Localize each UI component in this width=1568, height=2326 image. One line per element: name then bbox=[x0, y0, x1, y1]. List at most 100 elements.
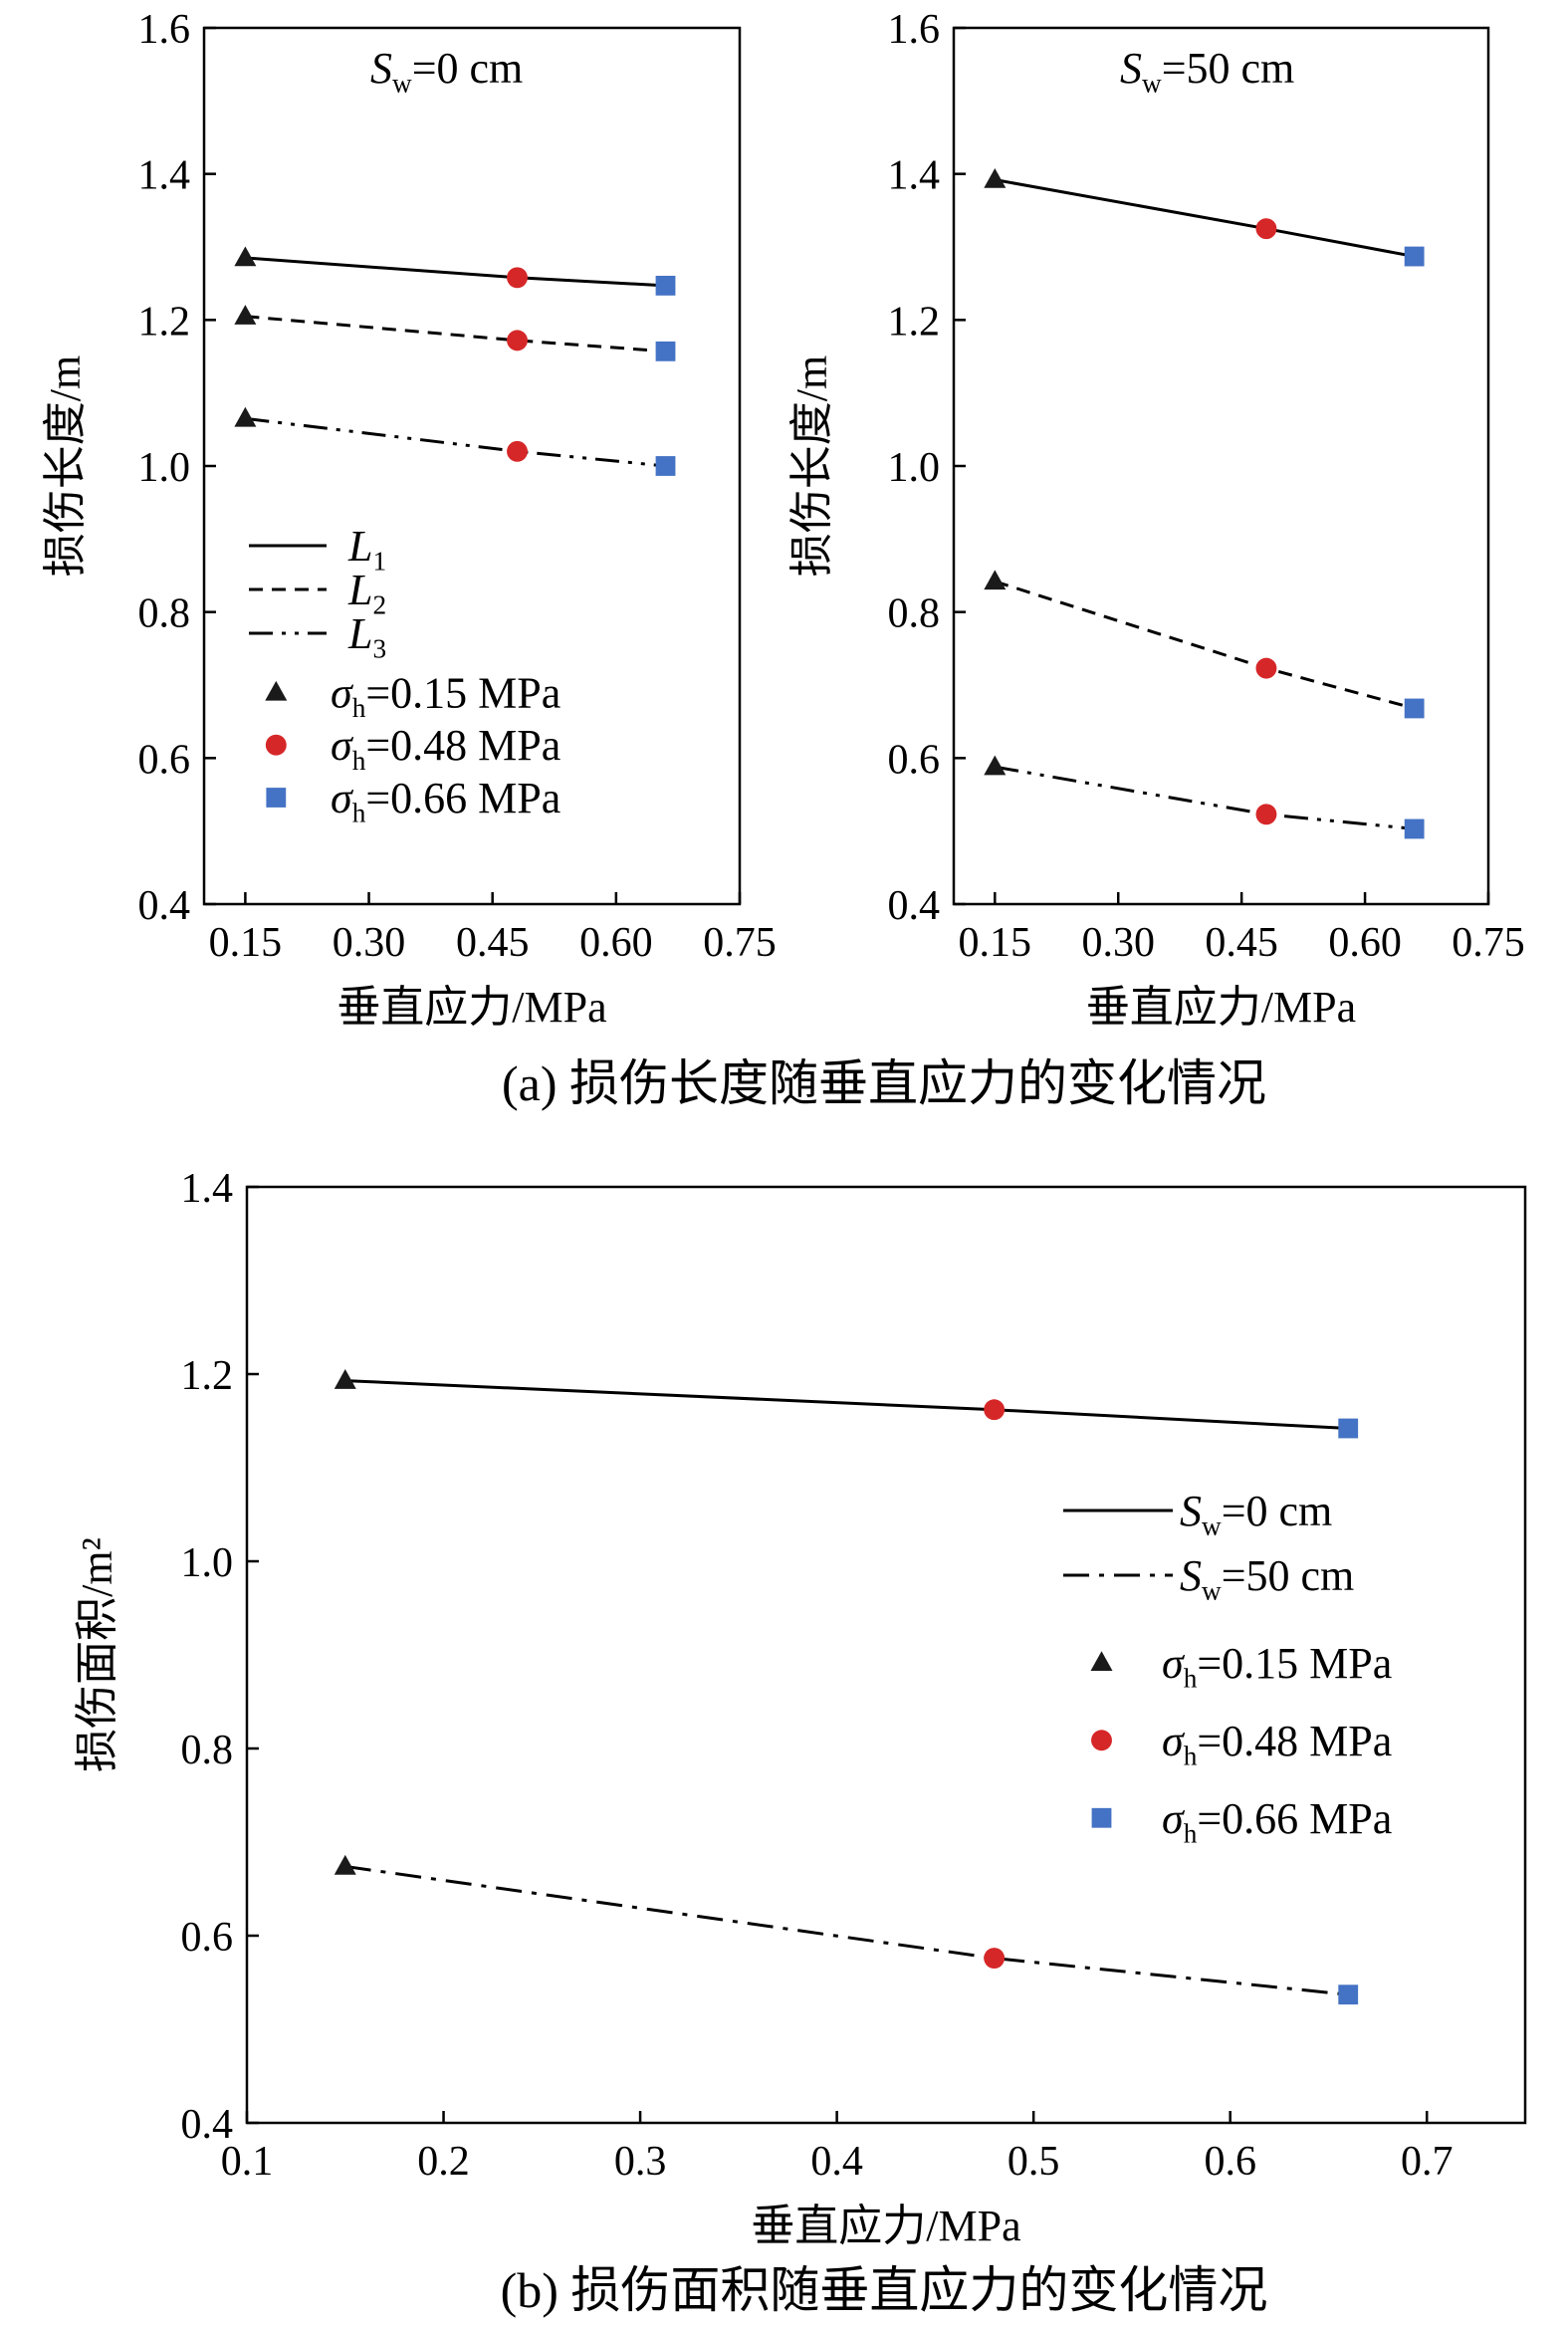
legend-marker-square bbox=[266, 788, 287, 808]
y-tick-label: 1.6 bbox=[138, 7, 191, 53]
data-point-circle bbox=[1255, 218, 1277, 240]
x-axis-label: 垂直应力/MPa bbox=[751, 2202, 1020, 2250]
legend-label: Sw=0 cm bbox=[1180, 1487, 1332, 1541]
legend-marker-label: σh=0.15 MPa bbox=[1162, 1639, 1392, 1694]
plot-frame bbox=[245, 1185, 1527, 2125]
chart-title: Sw=0 cm bbox=[370, 44, 523, 99]
caption-a: (a) 损伤长度随垂直应力的变化情况 bbox=[502, 1055, 1266, 1111]
data-point-circle bbox=[507, 330, 528, 351]
x-tick-label: 0.45 bbox=[456, 920, 530, 966]
series-line bbox=[995, 178, 1415, 259]
series-line bbox=[994, 580, 1416, 710]
x-axis-label: 垂直应力/MPa bbox=[336, 983, 606, 1032]
y-tick-label: 1.2 bbox=[181, 1353, 234, 1399]
x-axis-label: 垂直应力/MPa bbox=[1086, 983, 1356, 1032]
legend-marker-label: σh=0.48 MPa bbox=[331, 721, 560, 776]
data-point-circle bbox=[984, 1948, 1006, 1970]
legend-label: L2 bbox=[347, 566, 386, 620]
y-tick-label: 0.6 bbox=[888, 737, 941, 783]
data-point-circle bbox=[1255, 657, 1277, 679]
data-point-triangle bbox=[334, 1369, 356, 1389]
chart-title: Sw=50 cm bbox=[1120, 44, 1294, 99]
x-tick-label: 0.1 bbox=[221, 2139, 274, 2185]
data-point-triangle bbox=[234, 305, 257, 325]
y-tick-label: 1.0 bbox=[138, 445, 191, 491]
x-tick-label: 0.30 bbox=[333, 920, 406, 966]
y-tick-label: 0.8 bbox=[138, 591, 191, 637]
y-tick-label: 1.0 bbox=[888, 445, 941, 491]
legend-marker-triangle bbox=[265, 680, 288, 701]
y-tick-label: 1.2 bbox=[888, 299, 941, 345]
data-point-square bbox=[1338, 1418, 1359, 1439]
data-point-circle bbox=[507, 267, 528, 289]
legend-marker-label: σh=0.48 MPa bbox=[1162, 1717, 1392, 1771]
y-tick-label: 1.4 bbox=[181, 1166, 234, 1212]
x-tick-label: 0.2 bbox=[417, 2139, 470, 2185]
series-line bbox=[245, 315, 666, 353]
data-point-square bbox=[655, 456, 676, 476]
data-point-circle bbox=[507, 440, 528, 462]
legend-marker-circle bbox=[265, 734, 287, 756]
legend-label: L1 bbox=[347, 522, 386, 577]
data-point-triangle bbox=[234, 246, 257, 267]
y-tick-label: 0.8 bbox=[888, 591, 941, 637]
legend-label: Sw=50 cm bbox=[1180, 1551, 1354, 1606]
legend-marker-circle bbox=[1091, 1730, 1112, 1751]
caption-b: (b) 损伤面积随垂直应力的变化情况 bbox=[501, 2262, 1268, 2318]
data-point-square bbox=[1404, 818, 1425, 839]
chart-a-right: 0.4 0.6 0.8 1.0 1.2 1.4 1.6 0.15 0.30 0.45 0.60 0.7… bbox=[787, 7, 1525, 1032]
y-axis-label: 损伤长度/m bbox=[787, 355, 836, 577]
y-tick-label: 0.8 bbox=[181, 1728, 234, 1773]
series-line bbox=[344, 1379, 1349, 1431]
y-tick-label: 1.4 bbox=[888, 153, 941, 199]
data-point-triangle bbox=[984, 570, 1007, 590]
data-point-square bbox=[655, 275, 676, 296]
y-tick-label: 0.4 bbox=[138, 883, 191, 929]
x-tick-label: 0.4 bbox=[810, 2139, 863, 2185]
data-point-triangle bbox=[334, 1854, 356, 1875]
legend-marker-triangle bbox=[1090, 1651, 1113, 1671]
x-tick-label: 0.75 bbox=[703, 920, 777, 966]
x-tick-label: 0.60 bbox=[579, 920, 653, 966]
y-tick-label: 0.4 bbox=[888, 883, 941, 929]
y-tick-label: 0.6 bbox=[181, 1915, 234, 1961]
legend-marker-label: σh=0.15 MPa bbox=[331, 668, 560, 723]
x-tick-label: 0.7 bbox=[1401, 2139, 1454, 2185]
x-tick-label: 0.30 bbox=[1081, 920, 1155, 966]
data-point-triangle bbox=[984, 755, 1007, 776]
x-tick-label: 0.60 bbox=[1328, 920, 1402, 966]
y-axis-label: 损伤长度/m bbox=[41, 355, 90, 577]
y-tick-label: 1.6 bbox=[888, 7, 941, 53]
x-tick-label: 0.15 bbox=[959, 920, 1032, 966]
x-tick-label: 0.5 bbox=[1008, 2139, 1060, 2185]
series-line bbox=[995, 765, 1415, 830]
chart-b: 0.4 0.6 0.8 1.0 1.2 1.4 0.1 0.2 0.3 0.4 0.5 0.6 0.7 垂… bbox=[73, 1166, 1527, 2250]
series-line bbox=[245, 256, 666, 288]
data-point-circle bbox=[1255, 804, 1277, 825]
y-tick-label: 0.6 bbox=[138, 737, 191, 783]
plot-frame bbox=[952, 26, 1490, 906]
y-tick-label: 1.2 bbox=[138, 299, 191, 345]
data-point-square bbox=[1338, 1984, 1359, 2005]
data-point-square bbox=[1404, 246, 1425, 267]
x-tick-label: 0.45 bbox=[1205, 920, 1278, 966]
x-tick-label: 0.3 bbox=[614, 2139, 667, 2185]
legend-marker-square bbox=[1091, 1807, 1112, 1828]
y-tick-label: 1.4 bbox=[138, 153, 191, 199]
data-point-circle bbox=[984, 1399, 1006, 1421]
series-line bbox=[245, 416, 666, 468]
y-tick-label: 0.4 bbox=[181, 2102, 234, 2148]
data-point-square bbox=[655, 341, 676, 361]
data-point-square bbox=[1404, 698, 1425, 719]
data-point-triangle bbox=[984, 167, 1007, 188]
x-tick-label: 0.6 bbox=[1204, 2139, 1256, 2185]
legend-label: L3 bbox=[347, 609, 386, 664]
x-tick-label: 0.15 bbox=[209, 920, 283, 966]
legend-marker-label: σh=0.66 MPa bbox=[1162, 1794, 1392, 1849]
legend-marker-label: σh=0.66 MPa bbox=[331, 774, 560, 828]
data-point-triangle bbox=[234, 406, 257, 427]
series-line bbox=[344, 1864, 1349, 1996]
y-axis-label: 损伤面积/m² bbox=[73, 1537, 121, 1772]
y-tick-label: 1.0 bbox=[181, 1540, 234, 1586]
